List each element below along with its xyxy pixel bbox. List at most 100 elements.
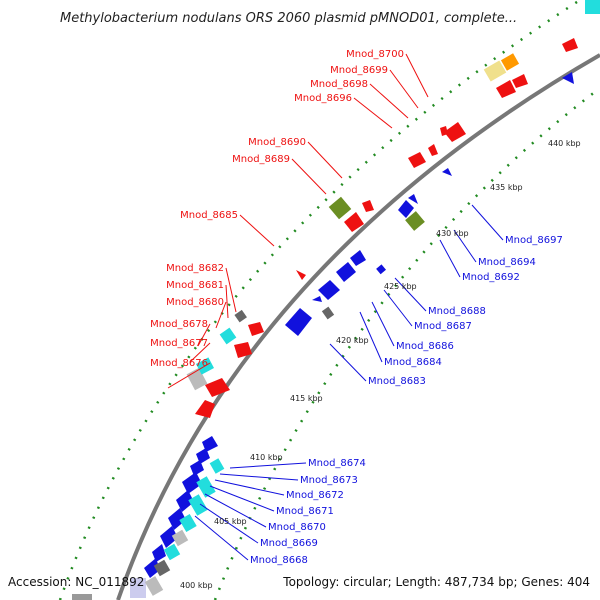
genome-summary: Topology: circular; Length: 487,734 bp; … xyxy=(282,575,590,589)
gene-feature[interactable] xyxy=(312,296,322,302)
gene-feature[interactable] xyxy=(500,53,520,71)
gene-label-mnod-8692[interactable]: Mnod_8692 xyxy=(462,272,520,283)
gene-feature[interactable] xyxy=(163,543,181,561)
gene-feature[interactable] xyxy=(483,60,507,82)
gene-feature[interactable] xyxy=(285,308,312,336)
gene-feature[interactable] xyxy=(362,200,374,212)
leader-line xyxy=(307,141,343,179)
gene-label-mnod-8671[interactable]: Mnod_8671 xyxy=(276,506,334,517)
gene-label-mnod-8678[interactable]: Mnod_8678 xyxy=(150,319,208,330)
gene-feature[interactable] xyxy=(196,476,216,498)
gene-feature[interactable] xyxy=(318,280,340,300)
gene-feature[interactable] xyxy=(440,126,448,136)
leader-line xyxy=(199,503,259,544)
leader-line xyxy=(204,493,267,528)
gene-feature[interactable] xyxy=(168,508,186,530)
gene-feature[interactable] xyxy=(321,306,335,320)
gene-label-mnod-8674[interactable]: Mnod_8674 xyxy=(308,458,366,469)
leader-line xyxy=(219,473,299,481)
gene-label-mnod-8681[interactable]: Mnod_8681 xyxy=(166,280,224,291)
gene-feature[interactable] xyxy=(398,200,414,218)
leader-line xyxy=(239,214,275,247)
gene-feature[interactable] xyxy=(296,270,306,280)
gene-label-mnod-8670[interactable]: Mnod_8670 xyxy=(268,522,326,533)
gene-feature[interactable] xyxy=(182,472,202,494)
gene-label-mnod-8685[interactable]: Mnod_8685 xyxy=(180,210,238,221)
gene-label-mnod-8697[interactable]: Mnod_8697 xyxy=(505,235,563,246)
gene-feature[interactable] xyxy=(562,38,578,52)
gene-feature[interactable] xyxy=(585,0,600,14)
gene-feature[interactable] xyxy=(408,152,426,168)
gene-label-mnod-8684[interactable]: Mnod_8684 xyxy=(384,357,442,368)
gene-label-mnod-8669[interactable]: Mnod_8669 xyxy=(260,538,318,549)
gene-feature[interactable] xyxy=(376,264,386,275)
gene-feature[interactable] xyxy=(196,448,210,464)
leader-line xyxy=(189,342,211,363)
gene-label-mnod-8698[interactable]: Mnod_8698 xyxy=(310,79,368,90)
gene-feature[interactable] xyxy=(344,212,364,232)
gene-feature[interactable] xyxy=(234,309,247,323)
outer-dotted-ring xyxy=(58,0,581,600)
leader-line xyxy=(453,229,477,263)
gene-feature[interactable] xyxy=(209,458,225,474)
gene-label-mnod-8680[interactable]: Mnod_8680 xyxy=(166,297,224,308)
gene-label-mnod-8668[interactable]: Mnod_8668 xyxy=(250,555,308,566)
forward-features xyxy=(186,0,600,418)
gene-label-mnod-8687[interactable]: Mnod_8687 xyxy=(414,321,472,332)
leader-line xyxy=(225,267,237,313)
gene-label-mnod-8700[interactable]: Mnod_8700 xyxy=(346,49,404,60)
leader-line xyxy=(329,343,367,382)
gene-label-mnod-8682[interactable]: Mnod_8682 xyxy=(166,263,224,274)
gene-label-mnod-8694[interactable]: Mnod_8694 xyxy=(478,257,536,268)
leader-line xyxy=(371,301,395,347)
gene-feature[interactable] xyxy=(160,526,178,548)
gene-feature[interactable] xyxy=(336,262,356,282)
gene-feature[interactable] xyxy=(248,322,264,336)
gene-label-mnod-8686[interactable]: Mnod_8686 xyxy=(396,341,454,352)
gene-feature[interactable] xyxy=(234,342,252,358)
gene-feature[interactable] xyxy=(171,529,189,547)
map-title: Methylobacterium nodulans ORS 2060 plasm… xyxy=(60,11,517,26)
gene-feature[interactable] xyxy=(72,594,92,600)
gene-label-mnod-8676[interactable]: Mnod_8676 xyxy=(150,358,208,369)
gene-feature[interactable] xyxy=(130,578,146,598)
gene-feature[interactable] xyxy=(153,559,171,577)
gene-feature[interactable] xyxy=(496,80,516,98)
gene-feature[interactable] xyxy=(152,544,166,562)
gene-feature[interactable] xyxy=(188,494,208,516)
gene-label-mnod-8677[interactable]: Mnod_8677 xyxy=(150,338,208,349)
gene-label-mnod-8699[interactable]: Mnod_8699 xyxy=(330,65,388,76)
gene-feature[interactable] xyxy=(350,250,366,266)
gene-feature[interactable] xyxy=(179,513,197,533)
gene-label-mnod-8688[interactable]: Mnod_8688 xyxy=(428,306,486,317)
gene-feature[interactable] xyxy=(444,122,466,142)
scale-tick-label: 410 kbp xyxy=(250,453,283,462)
gene-feature[interactable] xyxy=(176,490,194,512)
gene-label-mnod-8696[interactable]: Mnod_8696 xyxy=(294,93,352,104)
gene-label-mnod-8672[interactable]: Mnod_8672 xyxy=(286,490,344,501)
gene-feature[interactable] xyxy=(144,558,160,578)
gene-feature[interactable] xyxy=(408,194,418,204)
scale-ticks: 440 kbp 435 kbp 430 kbp 425 kbp 420 kbp 415 k… xyxy=(180,139,581,590)
gene-label-mnod-8673[interactable]: Mnod_8673 xyxy=(300,475,358,486)
gene-feature[interactable] xyxy=(205,378,230,397)
gene-label-mnod-8683[interactable]: Mnod_8683 xyxy=(368,376,426,387)
gene-label-mnod-8690[interactable]: Mnod_8690 xyxy=(248,137,306,148)
leader-line xyxy=(383,289,413,327)
leader-line xyxy=(389,69,419,109)
gene-feature[interactable] xyxy=(512,74,528,88)
gene-feature[interactable] xyxy=(405,211,425,231)
gene-label-mnod-8689[interactable]: Mnod_8689 xyxy=(232,154,290,165)
gene-feature[interactable] xyxy=(195,400,215,418)
gene-feature[interactable] xyxy=(562,72,574,84)
gene-feature[interactable] xyxy=(428,144,438,156)
scale-tick-label: 440 kbp xyxy=(548,139,581,148)
gene-feature[interactable] xyxy=(328,196,352,220)
gene-feature[interactable] xyxy=(442,168,452,176)
reverse-features xyxy=(72,72,574,600)
gene-feature[interactable] xyxy=(144,576,164,596)
gene-feature[interactable] xyxy=(190,460,204,476)
leader-line xyxy=(209,485,275,512)
gene-feature[interactable] xyxy=(219,327,237,345)
